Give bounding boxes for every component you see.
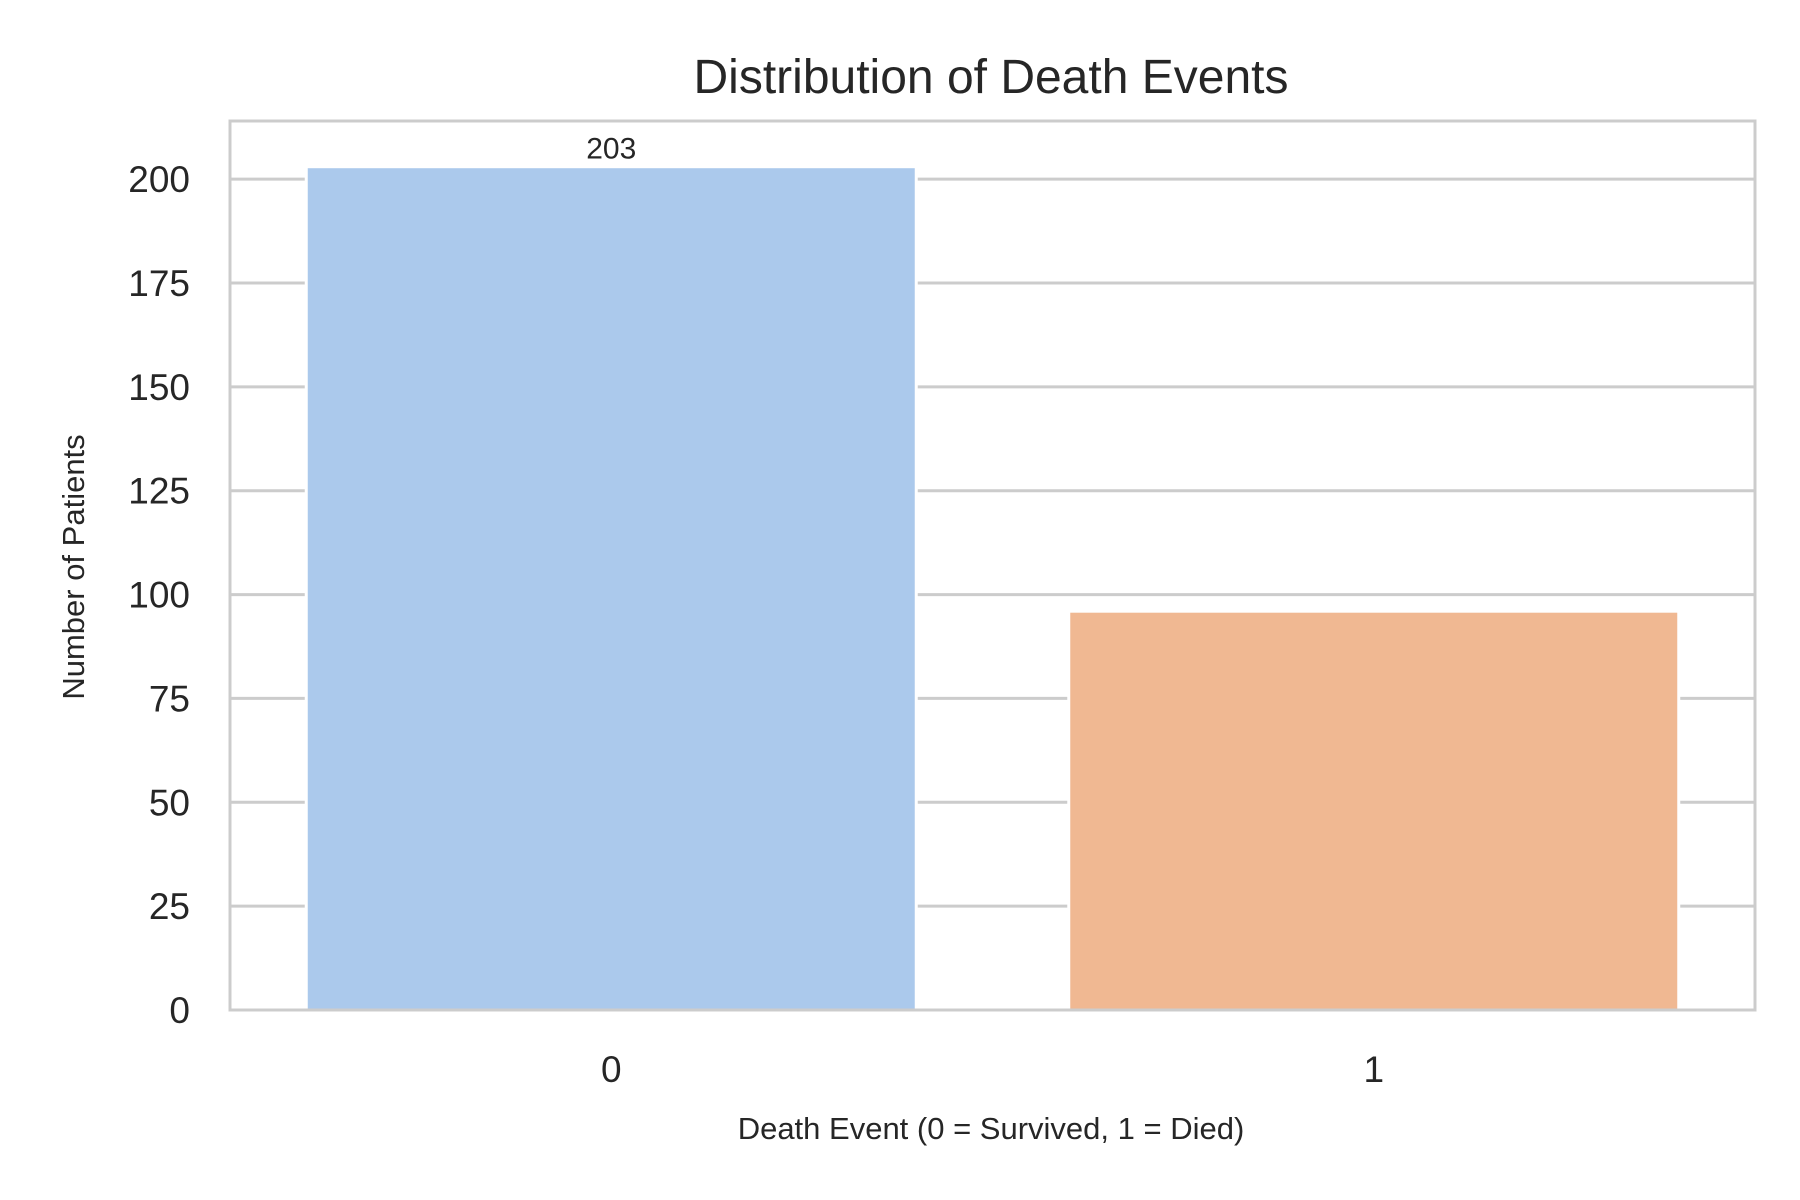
y-tick-label-5: 125 — [128, 471, 190, 512]
plot-frame — [228, 119, 1757, 1012]
y-tick-label-8: 200 — [128, 159, 190, 200]
y-tick-label-4: 100 — [128, 575, 190, 616]
x-tick-label-0: 0 — [601, 1049, 622, 1090]
data-labels: 203 — [586, 133, 636, 166]
y-tick-label-0: 0 — [169, 990, 190, 1031]
y-tick-label-3: 75 — [149, 678, 190, 719]
y-axis-label: Number of Patients — [56, 434, 91, 699]
data-label-0: 203 — [586, 133, 636, 166]
bar-0 — [304, 165, 918, 1012]
x-axis-label: Death Event (0 = Survived, 1 = Died) — [738, 1111, 1245, 1146]
y-tick-labels: 0 25 50 75 100 125 150 175 200 — [128, 159, 190, 1031]
bar-1 — [1067, 609, 1681, 1012]
x-tick-label-1: 1 — [1363, 1049, 1384, 1090]
y-tick-label-1: 25 — [149, 886, 190, 927]
y-tick-label-6: 150 — [128, 367, 190, 408]
y-tick-label-7: 175 — [128, 263, 190, 304]
y-tick-label-2: 50 — [149, 782, 190, 823]
chart-title: Distribution of Death Events — [694, 51, 1289, 104]
bars — [304, 165, 1681, 1012]
